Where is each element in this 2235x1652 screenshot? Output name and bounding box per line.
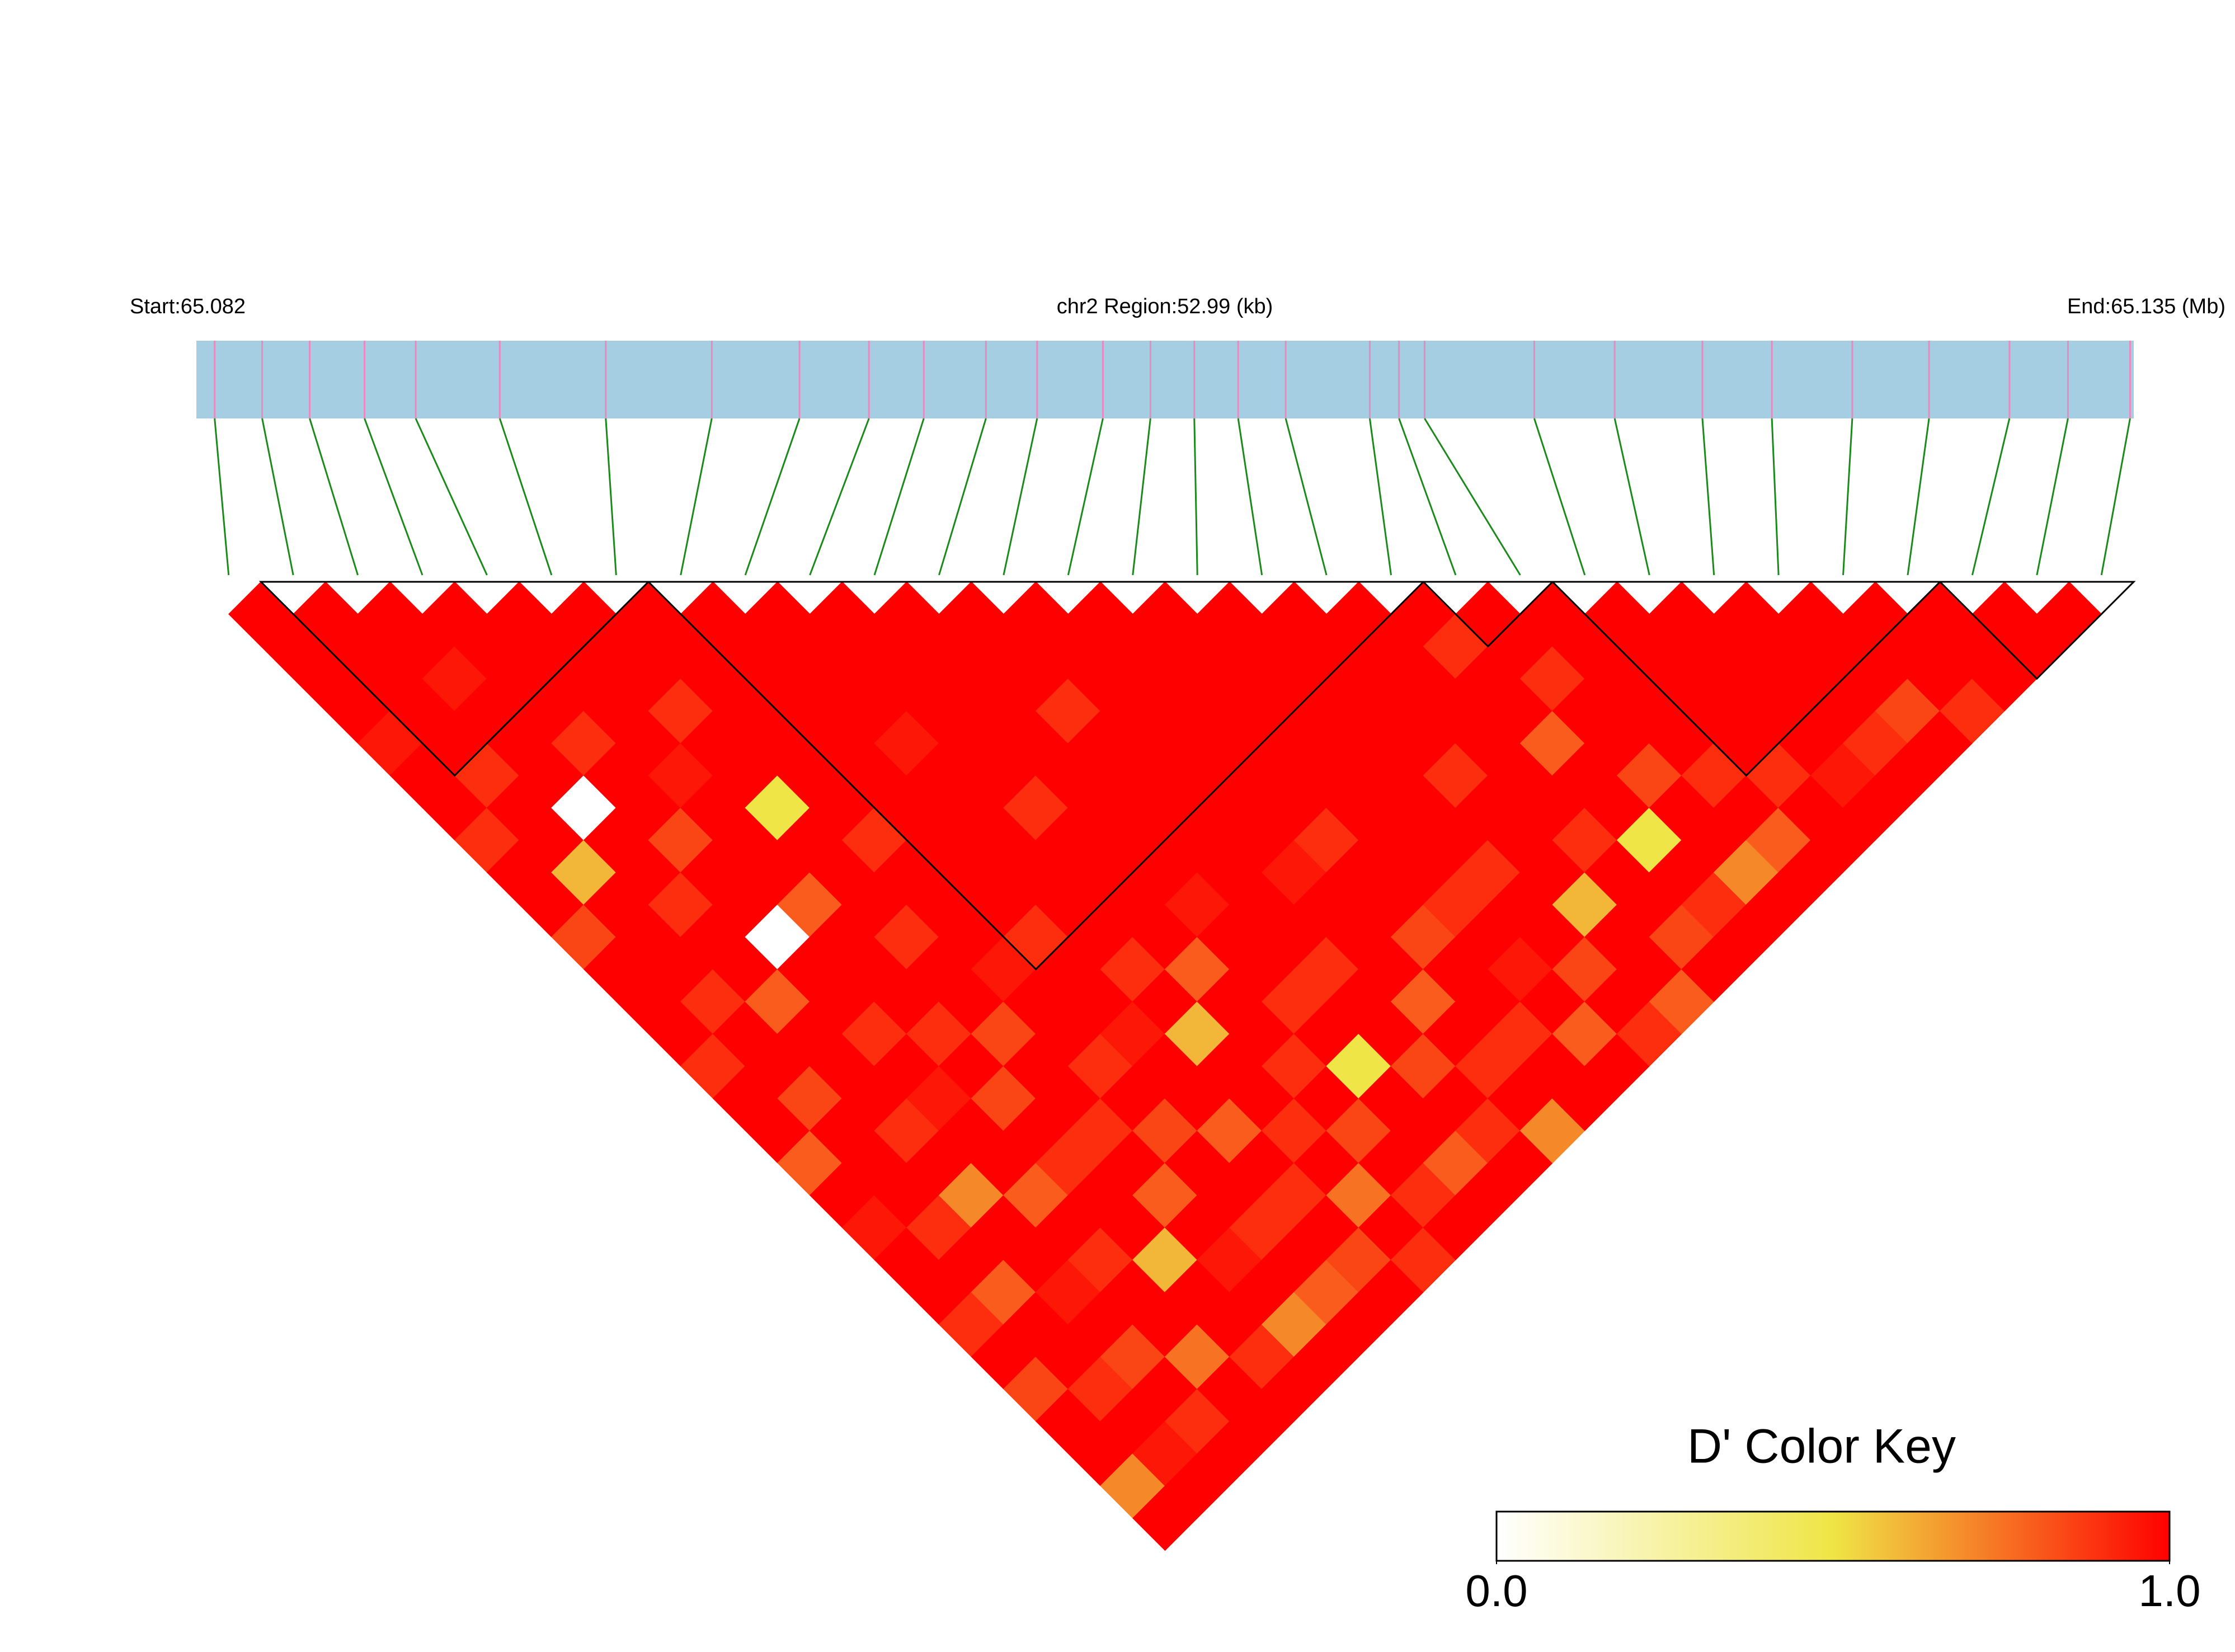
snp-link — [1398, 418, 1457, 576]
snp-link — [1533, 418, 1586, 576]
start-label: Start:65.082 — [130, 295, 246, 318]
snp-link — [1368, 418, 1392, 576]
snp-link — [1907, 418, 1930, 576]
snp-link — [261, 418, 294, 576]
snp-link — [309, 418, 359, 576]
ld-block — [646, 581, 1425, 971]
snp-link — [1842, 418, 1853, 576]
ld-block — [1550, 581, 1942, 777]
snp-link — [1971, 418, 2011, 576]
ld-block — [258, 581, 651, 777]
ld-cells — [228, 581, 2102, 1551]
snp-link — [1424, 418, 1521, 576]
snp-link — [605, 418, 617, 576]
snp-link — [1132, 418, 1151, 576]
snp-link — [1067, 418, 1104, 576]
snp-link — [873, 418, 925, 576]
snp-link — [1613, 418, 1650, 576]
snp-link — [498, 418, 553, 576]
snp-link — [2100, 418, 2131, 576]
ld-block — [1421, 581, 1555, 648]
snp-link — [1003, 418, 1038, 576]
snp-link — [415, 418, 488, 576]
position-track — [196, 341, 2134, 418]
snp-link — [680, 418, 713, 576]
color-key — [1495, 1510, 2171, 1562]
snp-link — [214, 418, 230, 576]
snp-link — [1771, 418, 1780, 576]
snp-link — [1193, 418, 1198, 576]
legend-title: D' Color Key — [1687, 1420, 1956, 1474]
key-tick-label: 1.0 — [2138, 1566, 2200, 1616]
snp-link — [2036, 418, 2069, 576]
ld-block — [1938, 581, 2136, 680]
snp-link — [364, 418, 424, 576]
key-tick-label: 0.0 — [1465, 1566, 1527, 1616]
snp-link — [809, 418, 870, 576]
snp-link — [938, 418, 987, 576]
region-label: chr2 Region:52.99 (kb) — [1057, 295, 1273, 318]
snp-link — [1701, 418, 1715, 576]
snp-link — [1284, 418, 1328, 576]
end-label: End:65.135 (Mb) — [2067, 295, 2225, 318]
snp-link — [1237, 418, 1263, 576]
snp-link — [744, 418, 801, 576]
